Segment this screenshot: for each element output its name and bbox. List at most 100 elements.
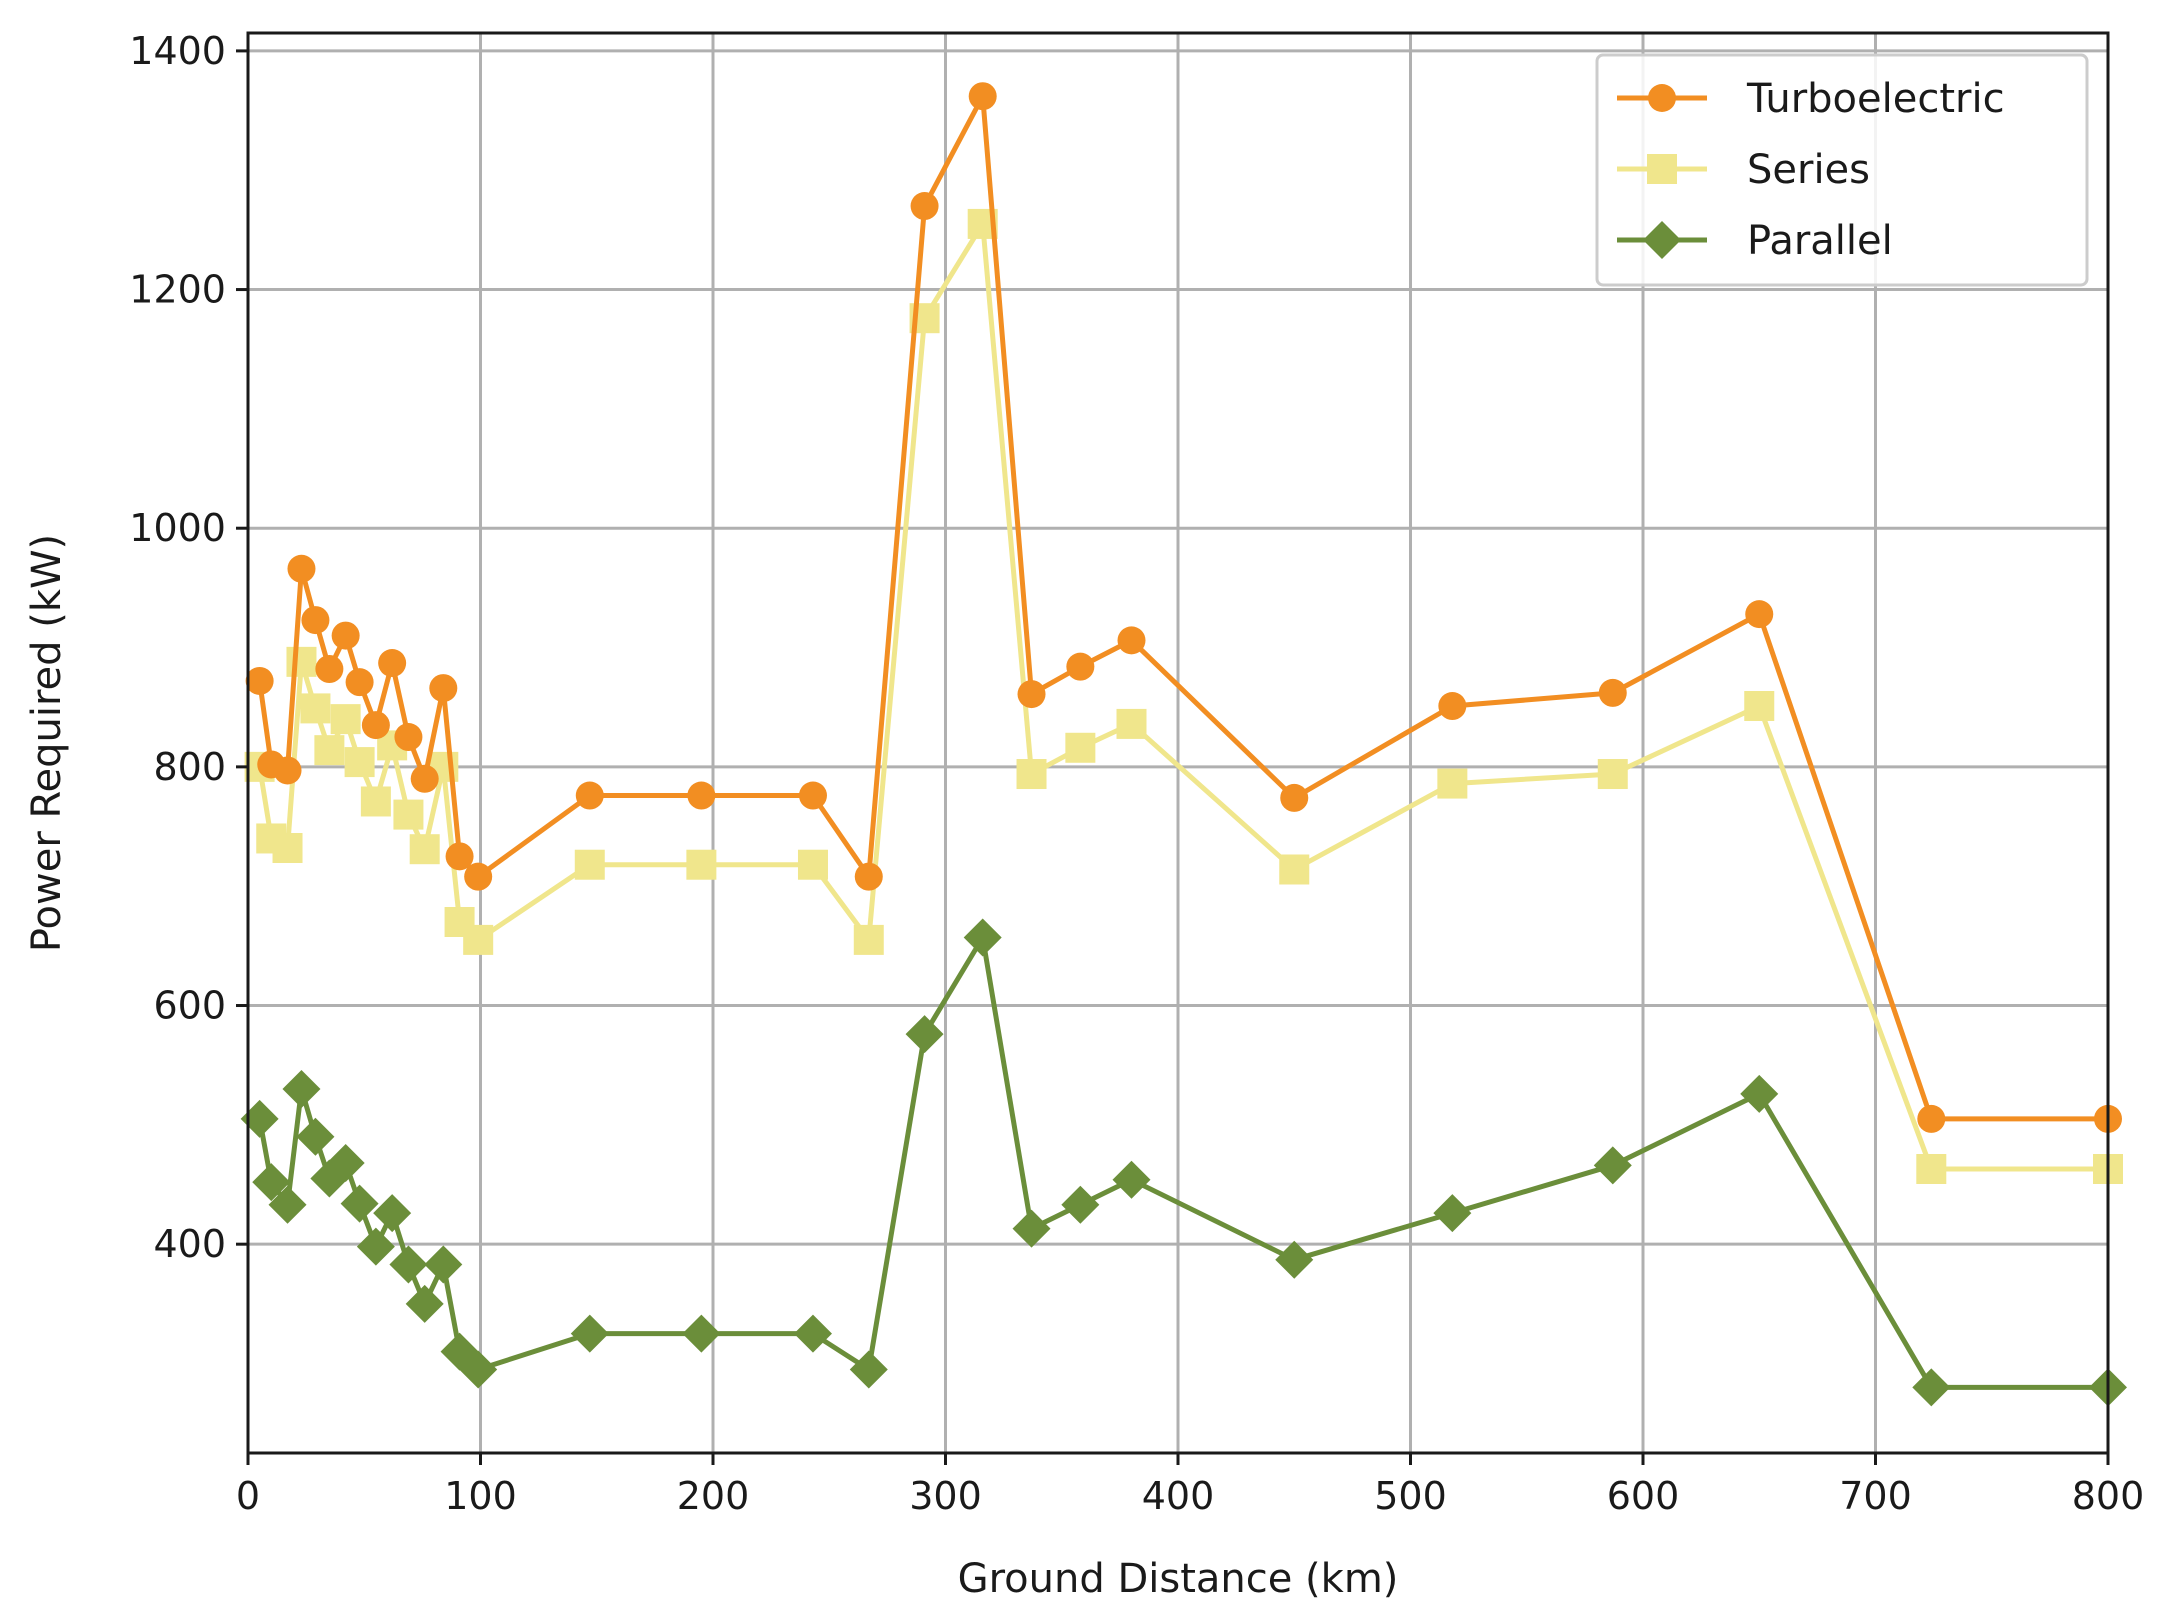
- data-point-parallel: [296, 1117, 335, 1156]
- data-point-series: [300, 693, 331, 724]
- data-point-parallel: [963, 918, 1002, 957]
- data-point-turboelectric: [301, 606, 330, 635]
- data-point-turboelectric: [361, 711, 390, 740]
- series-series: [244, 208, 2123, 1184]
- data-point-turboelectric: [1117, 626, 1146, 655]
- data-point-parallel: [405, 1284, 444, 1323]
- data-point-parallel: [793, 1314, 832, 1353]
- data-point-turboelectric: [315, 655, 344, 684]
- data-point-turboelectric: [345, 668, 374, 697]
- data-point-series: [1065, 732, 1096, 763]
- data-point-turboelectric: [1280, 783, 1309, 812]
- data-point-series: [686, 849, 717, 880]
- data-point-parallel: [356, 1227, 395, 1266]
- data-point-parallel: [389, 1245, 428, 1284]
- data-point-parallel: [570, 1314, 609, 1353]
- data-point-turboelectric: [445, 842, 474, 871]
- y-axis-title: Power Required (kW): [24, 534, 70, 952]
- legend-marker-series: [1647, 154, 1677, 184]
- data-point-parallel: [1593, 1146, 1632, 1185]
- x-tick-label: 100: [444, 1474, 517, 1518]
- legend-box: [1595, 53, 2089, 287]
- data-point-parallel: [340, 1184, 379, 1223]
- y-tick-label: 1200: [129, 268, 226, 312]
- data-point-turboelectric: [854, 862, 883, 891]
- data-point-parallel: [424, 1245, 463, 1284]
- data-point-series: [1916, 1154, 1947, 1184]
- y-tick-label: 400: [153, 1222, 226, 1266]
- data-point-parallel: [1061, 1185, 1100, 1224]
- data-point-parallel: [1112, 1160, 1151, 1199]
- data-point-parallel: [1433, 1194, 1472, 1233]
- data-point-series: [1744, 691, 1775, 722]
- data-point-parallel: [252, 1163, 291, 1202]
- data-point-parallel: [905, 1015, 944, 1054]
- data-point-parallel: [373, 1194, 412, 1233]
- data-point-parallel: [459, 1350, 498, 1389]
- axis-ticks: 0 100 200 300 400 500 600 700 800 400 600 800 1000 12…: [129, 29, 2144, 1518]
- legend: Turboelectric Series Parallel: [1595, 53, 2089, 287]
- data-point-series: [409, 834, 440, 865]
- data-point-turboelectric: [331, 621, 360, 650]
- data-point-parallel: [1012, 1209, 1051, 1248]
- x-tick-label: 700: [1839, 1474, 1912, 1518]
- data-point-parallel: [326, 1144, 365, 1183]
- data-point-series: [360, 786, 391, 817]
- data-point-parallel: [1740, 1074, 1779, 1113]
- grid: [246, 33, 2110, 1453]
- data-point-series: [853, 924, 884, 955]
- data-point-turboelectric: [910, 192, 939, 221]
- data-point-series: [1116, 708, 1147, 739]
- x-tick-label: 800: [2072, 1474, 2145, 1518]
- data-point-series: [463, 924, 494, 955]
- x-tick-label: 300: [909, 1474, 982, 1518]
- data-point-turboelectric: [273, 756, 302, 785]
- data-point-series: [286, 646, 317, 677]
- data-point-series: [272, 833, 303, 864]
- data-point-turboelectric: [1598, 678, 1627, 707]
- data-point-turboelectric: [287, 554, 316, 583]
- data-point-series: [1016, 759, 1047, 790]
- series-turboelectric: [245, 82, 2122, 1133]
- data-point-series: [574, 849, 605, 880]
- data-point-parallel: [1275, 1240, 1314, 1279]
- data-point-parallel: [849, 1350, 888, 1389]
- data-point-series: [344, 747, 375, 778]
- y-tick-label: 600: [153, 984, 226, 1028]
- data-point-parallel: [682, 1314, 721, 1353]
- data-point-turboelectric: [1917, 1104, 1946, 1133]
- data-point-parallel: [268, 1185, 307, 1224]
- x-tick-label: 200: [677, 1474, 750, 1518]
- data-point-turboelectric: [687, 781, 716, 810]
- x-tick-label: 600: [1607, 1474, 1680, 1518]
- legend-label-series: Series: [1747, 147, 1870, 193]
- x-tick-label: 500: [1374, 1474, 1447, 1518]
- data-point-turboelectric: [1066, 652, 1095, 681]
- data-point-parallel: [240, 1099, 279, 1138]
- data-point-turboelectric: [1438, 692, 1467, 721]
- data-point-turboelectric: [464, 862, 493, 891]
- legend-label-turboelectric: Turboelectric: [1746, 76, 2005, 122]
- x-axis-title: Ground Distance (km): [958, 1556, 1399, 1602]
- series-line-series: [257, 221, 2108, 1172]
- legend-marker-parallel: [1643, 221, 1681, 259]
- series-layer: [240, 82, 2127, 1407]
- data-point-series: [797, 849, 828, 880]
- legend-marker-turboelectric: [1648, 84, 1676, 112]
- data-point-turboelectric: [968, 82, 997, 111]
- data-point-turboelectric: [429, 674, 458, 703]
- data-point-turboelectric: [378, 649, 407, 678]
- data-point-turboelectric: [1017, 680, 1046, 709]
- x-tick-label: 0: [236, 1474, 260, 1518]
- data-point-series: [393, 799, 424, 830]
- data-point-turboelectric: [1745, 600, 1774, 629]
- y-tick-label: 1400: [129, 29, 226, 73]
- data-point-turboelectric: [245, 666, 274, 695]
- y-tick-label: 800: [153, 745, 226, 789]
- series-parallel: [240, 918, 2127, 1407]
- data-point-turboelectric: [575, 781, 604, 810]
- data-point-series: [330, 704, 361, 735]
- y-tick-label: 1000: [129, 506, 226, 550]
- data-point-series: [314, 735, 345, 766]
